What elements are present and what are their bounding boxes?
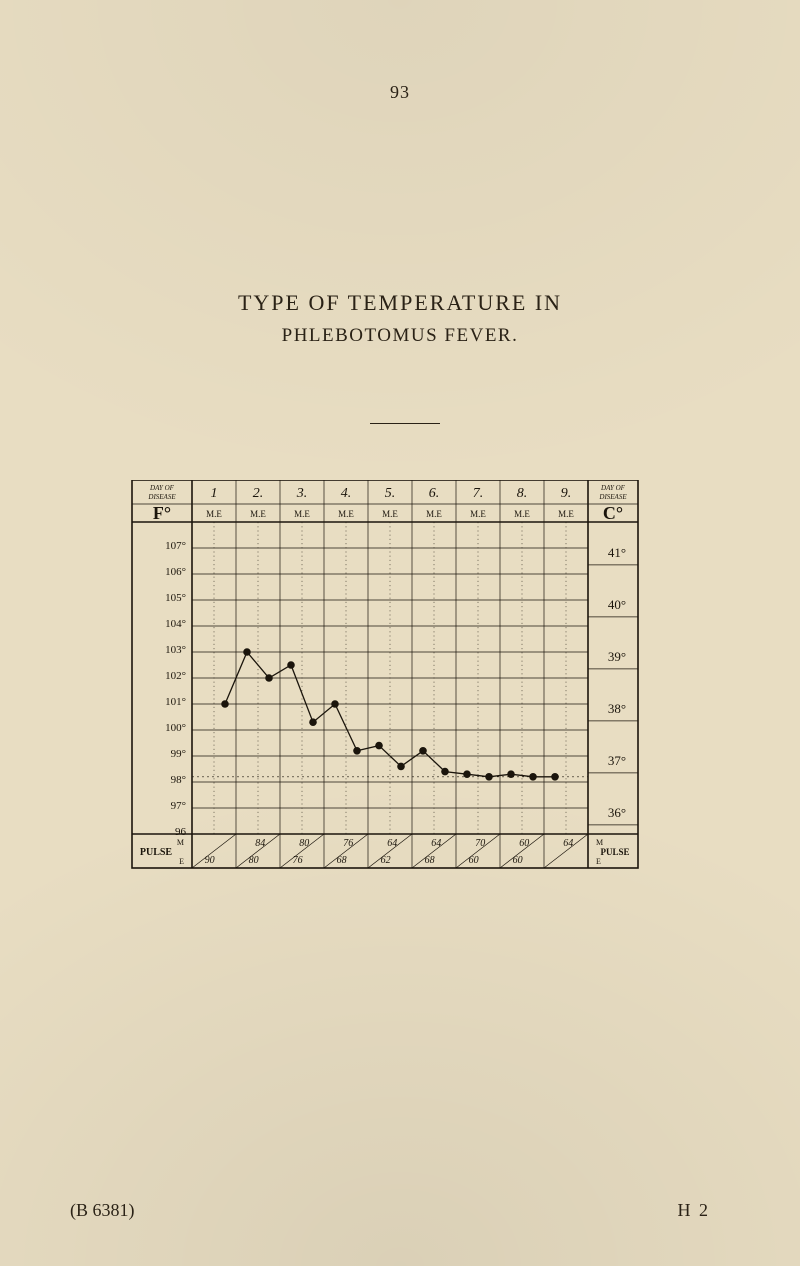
svg-text:41°: 41° xyxy=(608,545,626,560)
svg-text:PULSE: PULSE xyxy=(600,847,629,857)
svg-text:M.E: M.E xyxy=(470,509,486,519)
svg-text:E: E xyxy=(179,857,184,866)
page-number: 93 xyxy=(0,82,800,103)
svg-text:60: 60 xyxy=(469,855,479,866)
svg-text:70: 70 xyxy=(475,838,485,849)
svg-text:98°: 98° xyxy=(171,774,186,786)
svg-text:3.: 3. xyxy=(296,486,308,501)
svg-text:106°: 106° xyxy=(165,566,186,578)
svg-text:64: 64 xyxy=(431,838,441,849)
svg-text:M: M xyxy=(177,838,184,847)
svg-text:60: 60 xyxy=(519,838,529,849)
svg-text:103°: 103° xyxy=(165,644,186,656)
svg-text:C°: C° xyxy=(603,503,623,523)
page-title: TYPE OF TEMPERATURE IN xyxy=(0,290,800,316)
svg-text:39°: 39° xyxy=(608,649,626,664)
svg-text:M.E: M.E xyxy=(558,509,574,519)
svg-text:68: 68 xyxy=(337,855,347,866)
fever-chart: DAY OFDISEASEDAY OFDISEASE1M.E2.M.E3.M.E… xyxy=(130,480,670,920)
svg-text:104°: 104° xyxy=(165,618,186,630)
svg-text:76: 76 xyxy=(293,855,303,866)
svg-text:9.: 9. xyxy=(561,486,572,501)
svg-text:107°: 107° xyxy=(165,540,186,552)
svg-text:96: 96 xyxy=(175,826,187,838)
svg-text:100°: 100° xyxy=(165,722,186,734)
svg-text:5.: 5. xyxy=(385,486,396,501)
svg-text:36°: 36° xyxy=(608,805,626,820)
svg-text:M.E: M.E xyxy=(338,509,354,519)
svg-text:68: 68 xyxy=(425,855,435,866)
svg-text:101°: 101° xyxy=(165,696,186,708)
svg-text:90: 90 xyxy=(205,855,215,866)
svg-text:2.: 2. xyxy=(253,486,264,501)
svg-text:80: 80 xyxy=(299,838,309,849)
page: 93 TYPE OF TEMPERATURE IN PHLEBOTOMUS FE… xyxy=(0,0,800,1266)
svg-text:M.E: M.E xyxy=(294,509,310,519)
footer-sig: H 2 xyxy=(678,1200,711,1221)
svg-text:M.E: M.E xyxy=(514,509,530,519)
svg-text:38°: 38° xyxy=(608,701,626,716)
svg-text:M: M xyxy=(596,838,603,847)
svg-text:102°: 102° xyxy=(165,670,186,682)
svg-text:6.: 6. xyxy=(429,486,440,501)
svg-text:4.: 4. xyxy=(341,486,352,501)
svg-text:1: 1 xyxy=(211,486,218,501)
svg-text:60: 60 xyxy=(513,855,523,866)
svg-text:97°: 97° xyxy=(171,800,186,812)
fever-chart-svg: DAY OFDISEASEDAY OFDISEASE1M.E2.M.E3.M.E… xyxy=(130,480,670,920)
svg-text:99°: 99° xyxy=(171,748,186,760)
svg-text:M.E: M.E xyxy=(250,509,266,519)
svg-text:64: 64 xyxy=(387,838,397,849)
svg-text:M.E: M.E xyxy=(206,509,222,519)
svg-text:105°: 105° xyxy=(165,592,186,604)
page-subtitle: PHLEBOTOMUS FEVER. xyxy=(0,325,800,347)
svg-text:PULSE: PULSE xyxy=(140,847,173,858)
svg-text:M.E: M.E xyxy=(426,509,442,519)
footer-ref: (B 6381) xyxy=(70,1200,135,1221)
svg-text:DAY OF: DAY OF xyxy=(149,484,175,492)
svg-text:64: 64 xyxy=(563,838,573,849)
svg-text:DISEASE: DISEASE xyxy=(598,493,627,501)
svg-text:E: E xyxy=(596,857,601,866)
svg-text:84: 84 xyxy=(255,838,265,849)
svg-text:M.E: M.E xyxy=(382,509,398,519)
svg-text:37°: 37° xyxy=(608,753,626,768)
svg-text:F°: F° xyxy=(153,503,171,523)
svg-text:62: 62 xyxy=(381,855,391,866)
svg-text:40°: 40° xyxy=(608,597,626,612)
svg-text:8.: 8. xyxy=(517,486,528,501)
horizontal-rule xyxy=(370,423,440,424)
svg-text:DAY OF: DAY OF xyxy=(600,484,626,492)
svg-text:DISEASE: DISEASE xyxy=(147,493,176,501)
svg-text:80: 80 xyxy=(249,855,259,866)
svg-text:7.: 7. xyxy=(473,486,484,501)
svg-text:76: 76 xyxy=(343,838,353,849)
